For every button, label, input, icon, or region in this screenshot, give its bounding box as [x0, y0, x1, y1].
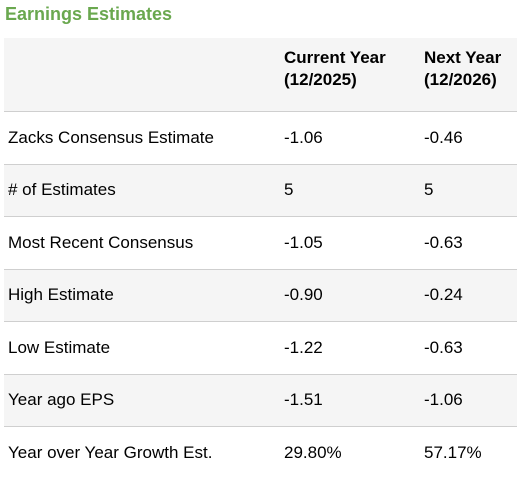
header-current-year-period: (12/2025) [284, 70, 357, 89]
table-row: Zacks Consensus Estimate -1.06 -0.46 [4, 112, 517, 165]
row-next-value: -0.63 [424, 337, 463, 357]
row-next-value: -1.06 [424, 390, 463, 410]
row-label: Most Recent Consensus [8, 232, 194, 252]
header-current-year-title: Current Year [284, 48, 386, 67]
earnings-estimates-table: Current Year (12/2025) Next Year (12/202… [4, 38, 517, 480]
row-current-value: -0.90 [284, 285, 323, 305]
table-header-row: Current Year (12/2025) Next Year (12/202… [4, 38, 517, 112]
row-label: # of Estimates [8, 180, 116, 200]
table-row: Year over Year Growth Est. 29.80% 57.17% [4, 427, 517, 480]
header-next-year-period: (12/2026) [424, 70, 497, 89]
row-current-value: -1.05 [284, 232, 323, 252]
table-row: # of Estimates 5 5 [4, 164, 517, 217]
table-row: High Estimate -0.90 -0.24 [4, 269, 517, 322]
row-current-value: 5 [284, 180, 294, 200]
section-title: Earnings Estimates [5, 4, 173, 24]
row-label: Low Estimate [8, 337, 111, 357]
table-row: Low Estimate -1.22 -0.63 [4, 322, 517, 375]
row-next-value: -0.46 [424, 127, 463, 147]
row-label: High Estimate [8, 285, 114, 305]
row-current-value: -1.51 [284, 390, 323, 410]
row-next-value: 57.17% [424, 443, 482, 463]
header-next-year-title: Next Year [424, 48, 502, 67]
row-label: Year over Year Growth Est. [8, 443, 213, 463]
row-next-value: -0.24 [424, 285, 463, 305]
row-next-value: 5 [424, 180, 434, 200]
table-row: Most Recent Consensus -1.05 -0.63 [4, 217, 517, 270]
row-current-value: -1.22 [284, 337, 323, 357]
row-current-value: -1.06 [284, 127, 323, 147]
row-current-value: 29.80% [284, 443, 342, 463]
header-next-year: Next Year (12/2026) [420, 38, 517, 111]
header-label-cell [4, 38, 280, 111]
header-current-year: Current Year (12/2025) [280, 38, 420, 111]
row-next-value: -0.63 [424, 232, 463, 252]
row-label: Zacks Consensus Estimate [8, 127, 214, 147]
row-label: Year ago EPS [8, 390, 115, 410]
table-row: Year ago EPS -1.51 -1.06 [4, 374, 517, 427]
